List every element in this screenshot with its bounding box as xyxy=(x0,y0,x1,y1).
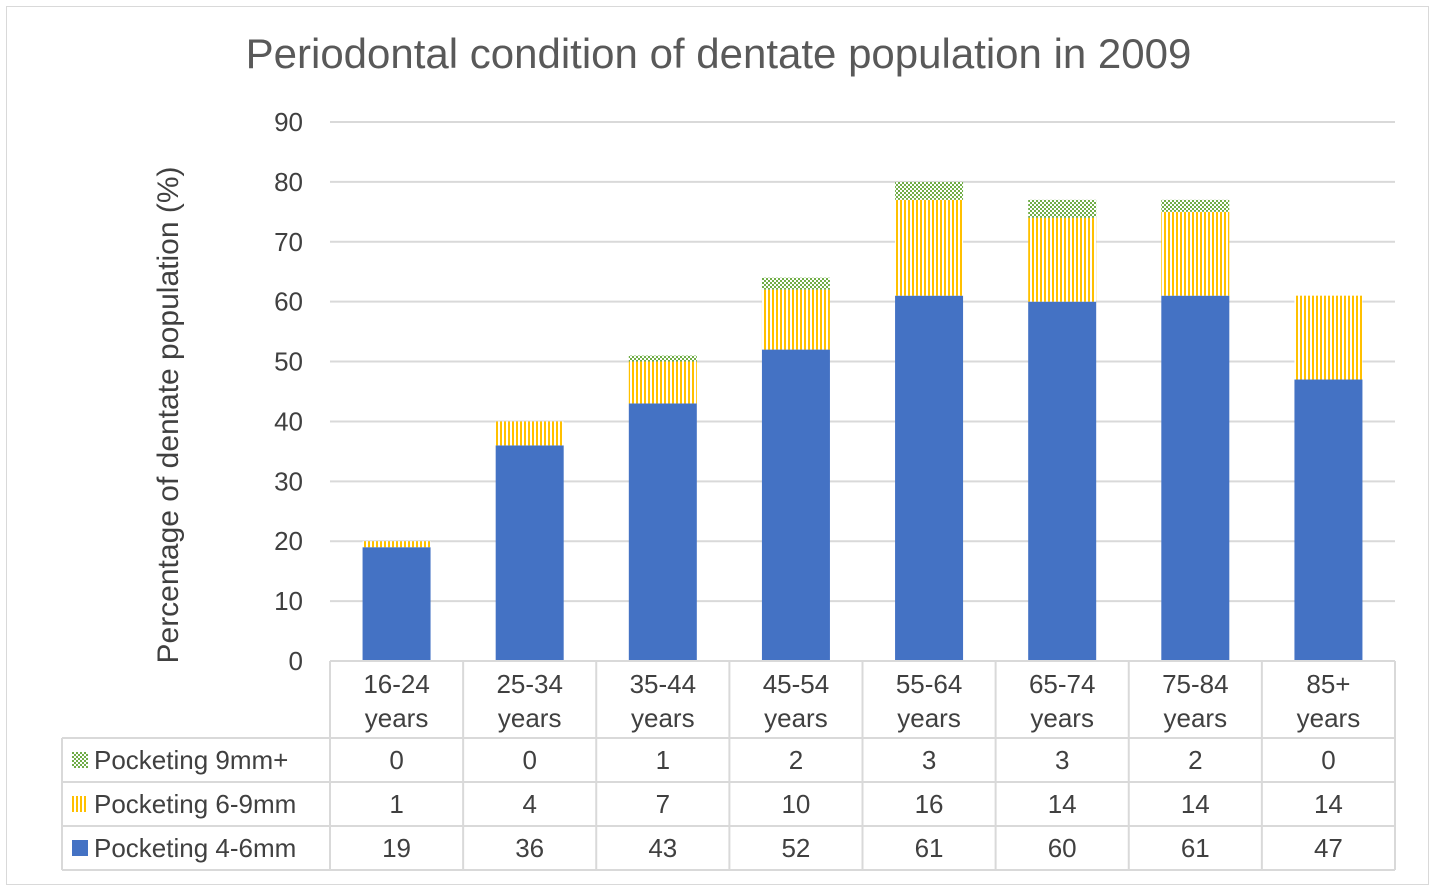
x-tick-label: 25-34 xyxy=(496,669,563,699)
table-cell: 61 xyxy=(1181,833,1210,863)
table-cell: 2 xyxy=(1188,745,1202,775)
y-tick-label: 30 xyxy=(274,466,303,496)
x-tick-label: 55-64 xyxy=(896,669,963,699)
table-cell: 2 xyxy=(789,745,803,775)
x-tick-label: 75-84 xyxy=(1162,669,1229,699)
table-cell: 1 xyxy=(656,745,670,775)
bar-pocketing-4-6mm-5 xyxy=(1028,301,1097,661)
bar-pocketing-4-6mm-6 xyxy=(1161,295,1230,661)
x-tick-label: years xyxy=(1164,703,1228,733)
y-tick-label: 70 xyxy=(274,227,303,257)
table-cell: 10 xyxy=(781,789,810,819)
y-tick-label: 80 xyxy=(274,167,303,197)
table-cell: 14 xyxy=(1314,789,1343,819)
table-cell: 14 xyxy=(1048,789,1077,819)
x-tick-label: years xyxy=(897,703,961,733)
chart-frame xyxy=(6,6,1429,885)
bar-pocketing-6-9mm-3 xyxy=(761,289,830,350)
bar-pocketing-6-9mm-5 xyxy=(1028,217,1097,302)
bar-pocketing-4-6mm-4 xyxy=(895,295,964,661)
table-cell: 0 xyxy=(1321,745,1335,775)
bar-pocketing-4-6mm-3 xyxy=(761,349,830,661)
bar-pocketing-4-6mm-7 xyxy=(1294,379,1363,661)
table-cell: 52 xyxy=(781,833,810,863)
table-cell: 4 xyxy=(522,789,536,819)
table-cell: 19 xyxy=(382,833,411,863)
chart-title: Periodontal condition of dentate populat… xyxy=(245,30,1192,77)
legend-swatch-pocketing-4-6mm xyxy=(72,840,88,856)
x-tick-label: 65-74 xyxy=(1029,669,1096,699)
x-tick-label: years xyxy=(631,703,695,733)
bar-pocketing-6-9mm-0 xyxy=(362,541,431,548)
bar-pocketing-6-9mm-1 xyxy=(495,421,564,446)
bar-pocketing-6-9mm-2 xyxy=(628,361,697,404)
x-tick-label: years xyxy=(498,703,562,733)
x-tick-label: 16-24 xyxy=(363,669,430,699)
y-tick-label: 40 xyxy=(274,406,303,436)
bar-pocketing-9mm--2 xyxy=(628,355,697,362)
bar-pocketing-9mm--3 xyxy=(761,277,830,290)
bar-pocketing-6-9mm-7 xyxy=(1294,295,1363,380)
bar-pocketing-4-6mm-2 xyxy=(628,403,697,661)
table-cell: 61 xyxy=(915,833,944,863)
table-cell: 60 xyxy=(1048,833,1077,863)
bar-pocketing-4-6mm-0 xyxy=(362,547,431,661)
bar-pocketing-9mm--6 xyxy=(1161,199,1230,212)
table-cell: 3 xyxy=(922,745,936,775)
table-cell: 47 xyxy=(1314,833,1343,863)
bar-pocketing-6-9mm-6 xyxy=(1161,211,1230,296)
x-tick-label: 45-54 xyxy=(763,669,830,699)
x-tick-label: 35-44 xyxy=(630,669,697,699)
table-cell: 0 xyxy=(522,745,536,775)
table-cell: 43 xyxy=(648,833,677,863)
table-cell: 1 xyxy=(389,789,403,819)
table-cell: 0 xyxy=(389,745,403,775)
y-axis-label: Percentage of dentate population (%) xyxy=(152,166,185,663)
legend-label-pocketing-6-9mm: Pocketing 6-9mm xyxy=(94,789,296,819)
bar-pocketing-6-9mm-4 xyxy=(895,199,964,296)
bar-pocketing-9mm--5 xyxy=(1028,199,1097,218)
x-tick-label: years xyxy=(1297,703,1361,733)
legend-label-pocketing-4-6mm: Pocketing 4-6mm xyxy=(94,833,296,863)
y-tick-label: 0 xyxy=(289,646,303,676)
legend-label-pocketing-9mm-: Pocketing 9mm+ xyxy=(94,745,288,775)
table-cell: 14 xyxy=(1181,789,1210,819)
y-tick-label: 60 xyxy=(274,287,303,317)
table-cell: 36 xyxy=(515,833,544,863)
bar-pocketing-4-6mm-1 xyxy=(495,445,564,661)
x-tick-label: years xyxy=(764,703,828,733)
table-cell: 16 xyxy=(915,789,944,819)
y-tick-label: 20 xyxy=(274,526,303,556)
table-cell: 7 xyxy=(656,789,670,819)
legend-swatch-pocketing-9mm- xyxy=(72,752,88,768)
x-tick-label: 85+ xyxy=(1306,669,1350,699)
y-tick-label: 10 xyxy=(274,586,303,616)
x-tick-label: years xyxy=(1030,703,1094,733)
legend-swatch-pocketing-6-9mm xyxy=(72,796,88,812)
x-tick-label: years xyxy=(365,703,429,733)
bar-pocketing-9mm--4 xyxy=(895,181,964,200)
table-cell: 3 xyxy=(1055,745,1069,775)
y-tick-label: 90 xyxy=(274,107,303,137)
y-tick-label: 50 xyxy=(274,347,303,377)
